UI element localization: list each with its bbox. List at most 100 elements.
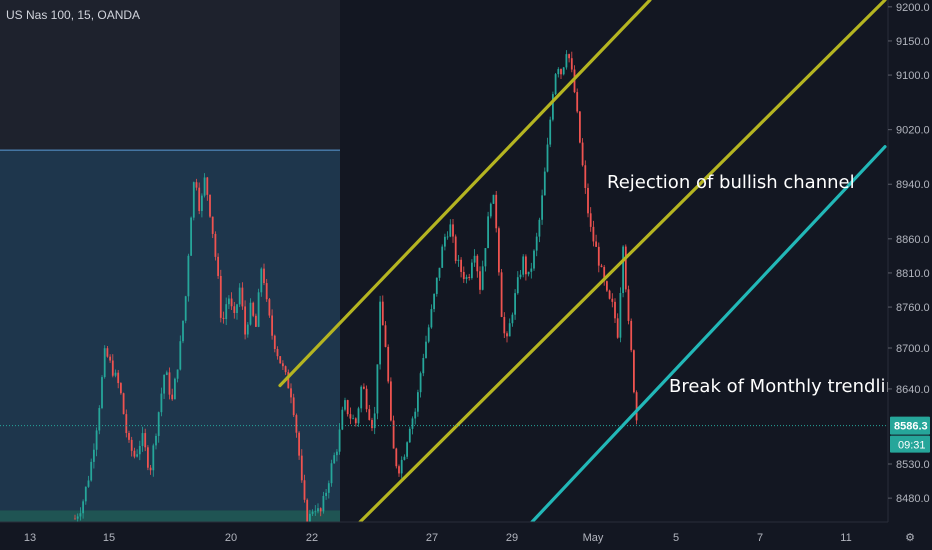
candle-body	[516, 277, 519, 294]
candle-body	[344, 400, 346, 410]
candle-body	[225, 304, 228, 320]
candle-body	[506, 333, 508, 337]
candle-body	[611, 298, 614, 302]
candle-body	[268, 299, 271, 316]
candle-body	[398, 466, 400, 474]
candle-body	[400, 459, 403, 474]
price-tick-label: 8760.0	[896, 302, 930, 314]
candle-body	[452, 224, 454, 237]
candle-body	[182, 320, 184, 342]
candle-body	[411, 418, 414, 429]
candle-body	[592, 226, 595, 242]
candle-body	[160, 393, 163, 413]
candle-body	[241, 287, 244, 307]
candle-body	[106, 348, 109, 357]
time-tick-label: 20	[225, 532, 237, 544]
candle-body	[303, 480, 306, 500]
candle-body	[438, 267, 441, 278]
candle-body	[479, 271, 481, 290]
candle-body	[635, 392, 638, 421]
candle-body	[101, 377, 103, 409]
settings-icon[interactable]: ⚙	[905, 531, 915, 544]
candle-body	[538, 219, 541, 237]
candle-body	[376, 364, 379, 414]
candle-body	[633, 350, 635, 393]
candle-body	[533, 250, 535, 269]
candle-body	[198, 187, 201, 212]
candle-body	[498, 228, 500, 273]
candle-body	[257, 292, 260, 327]
candle-body	[219, 275, 222, 318]
candle-body	[209, 194, 211, 217]
candle-body	[449, 224, 452, 237]
candle-body	[614, 301, 616, 319]
candle-body	[465, 276, 468, 280]
candle-body	[473, 255, 476, 263]
candle-body	[508, 323, 511, 337]
candle-body	[349, 414, 352, 419]
candle-body	[76, 516, 79, 519]
candle-body	[560, 69, 562, 75]
candle-body	[282, 363, 284, 367]
annotation-rejection: Rejection of bullish channel	[607, 172, 855, 193]
time-tick-label: May	[583, 532, 604, 544]
candle-body	[408, 428, 411, 443]
candle-body	[584, 165, 587, 188]
price-tick-label: 9200.0	[896, 2, 930, 14]
candle-body	[309, 513, 311, 524]
candle-body	[471, 262, 473, 278]
candle-body	[519, 274, 522, 278]
price-axis	[888, 0, 932, 550]
candle-body	[300, 455, 303, 481]
candle-body	[587, 187, 589, 214]
candle-body	[338, 429, 341, 452]
candle-body	[371, 419, 373, 429]
candle-body	[395, 448, 398, 467]
candle-body	[109, 356, 111, 361]
candle-body	[195, 182, 198, 188]
candle-body	[174, 378, 176, 400]
candle-body	[457, 259, 460, 261]
candle-body	[190, 217, 192, 256]
candle-body	[543, 171, 546, 196]
candle-body	[276, 349, 279, 357]
candle-body	[179, 341, 182, 370]
candle-body	[90, 461, 93, 481]
price-tick-label: 8640.0	[896, 384, 930, 396]
candle-body	[82, 501, 84, 514]
candle-body	[630, 320, 633, 351]
candle-body	[130, 439, 133, 451]
time-tick-label: 15	[103, 532, 115, 544]
candle-body	[141, 433, 144, 446]
candle-body	[317, 508, 319, 512]
candle-body	[201, 195, 203, 212]
channel-lower-line	[358, 0, 887, 524]
candle-body	[462, 271, 465, 280]
candle-body	[525, 256, 527, 275]
candle-body	[589, 213, 592, 227]
candle-body	[481, 266, 484, 290]
candle-body	[233, 306, 236, 313]
candle-body	[157, 412, 160, 436]
price-tick-label: 8700.0	[896, 343, 930, 355]
price-tick-label: 8530.0	[896, 459, 930, 471]
candle-body	[171, 394, 174, 400]
price-tick-label: 8480.0	[896, 493, 930, 505]
candle-body	[211, 216, 214, 234]
candle-body	[373, 413, 376, 429]
candle-body	[117, 372, 120, 384]
candle-body	[114, 372, 117, 376]
candle-body	[379, 301, 381, 365]
candle-body	[527, 271, 530, 275]
candle-body	[595, 241, 597, 247]
candle-body	[306, 499, 309, 524]
candle-body	[435, 277, 438, 294]
candle-body	[255, 315, 257, 327]
monthly-trendline	[530, 145, 887, 524]
candle-body	[84, 486, 87, 502]
candle-body	[417, 392, 419, 412]
candle-body	[152, 445, 155, 471]
candle-body	[279, 356, 282, 364]
